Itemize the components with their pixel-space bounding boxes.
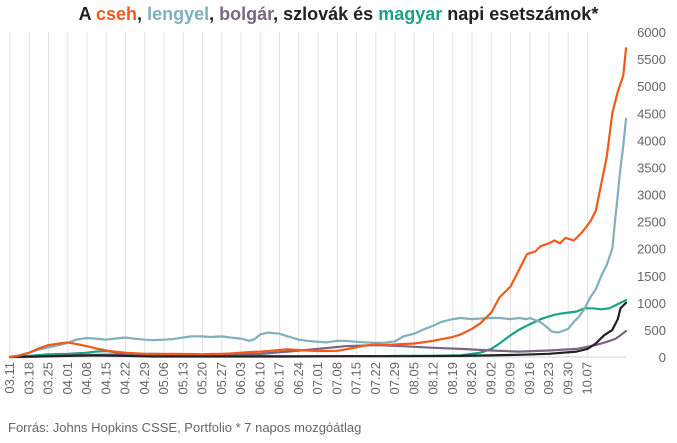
x-tick-label: 03.18 [21, 362, 36, 395]
x-tick-label: 06.03 [233, 362, 248, 395]
x-tick-label: 04.08 [79, 362, 94, 395]
x-tick-label: 07.22 [368, 362, 383, 395]
x-tick-label: 04.01 [60, 362, 75, 395]
x-tick-label: 05.13 [175, 362, 190, 395]
series-line-szlovák [8, 301, 628, 359]
title-part: , szlovák és [273, 4, 379, 24]
y-tick-label: 3500 [637, 160, 666, 175]
title-prefix: A [78, 4, 97, 24]
x-tick-label: 09.16 [522, 362, 537, 395]
y-tick-label: 4500 [637, 106, 666, 121]
x-tick-label: 09.09 [503, 362, 518, 395]
source-note: Forrás: Johns Hopkins CSSE, Portfolio * … [8, 420, 362, 435]
x-tick-label: 08.12 [426, 362, 441, 395]
series-lines [8, 47, 628, 359]
x-tick-label: 10.07 [580, 362, 595, 395]
y-tick-label: 1500 [637, 269, 666, 284]
x-tick-label: 04.15 [98, 362, 113, 395]
x-tick-label: 05.20 [195, 362, 210, 395]
y-axis-ticks: 0 500 1000 1500 2000 2500 3000 3500 4000 4500 5000… [637, 25, 666, 365]
y-tick-label: 2000 [637, 242, 666, 257]
title-part: , [137, 4, 148, 24]
x-tick-label: 05.06 [156, 362, 171, 395]
x-tick-label: 09.23 [541, 362, 556, 395]
y-tick-label: 0 [659, 350, 666, 365]
x-tick-label: 03.11 [2, 362, 17, 394]
title-part: lengyel [147, 4, 210, 24]
y-tick-label: 4000 [637, 133, 666, 148]
x-tick-label: 08.26 [464, 362, 479, 395]
x-tick-label: 08.05 [406, 362, 421, 395]
x-tick-label: 06.24 [291, 362, 306, 395]
y-tick-label: 5000 [637, 79, 666, 94]
title-part: cseh [96, 4, 138, 24]
series-line-lengyel [8, 117, 628, 359]
y-tick-label: 5500 [637, 52, 666, 67]
x-tick-label: 07.29 [387, 362, 402, 395]
y-tick-label: 3000 [637, 188, 666, 203]
chart-title: A cseh, lengyel, bolgár, szlovák és magy… [0, 4, 677, 25]
x-tick-label: 03.25 [41, 362, 56, 395]
x-tick-label: 09.02 [483, 362, 498, 395]
x-axis-ticks: 03.11 03.18 03.25 04.01 04.08 04.15 04.22 04.29… [2, 362, 595, 395]
y-tick-label: 6000 [637, 25, 666, 40]
x-tick-label: 09.30 [560, 362, 575, 395]
x-tick-label: 07.01 [310, 362, 325, 395]
x-tick-label: 07.08 [329, 362, 344, 395]
x-tick-label: 04.29 [137, 362, 152, 395]
x-tick-label: 06.17 [272, 362, 287, 395]
title-part: , [209, 4, 220, 24]
series-line-cseh [8, 47, 628, 359]
x-tick-label: 06.10 [252, 362, 267, 395]
y-tick-label: 2500 [637, 215, 666, 230]
y-tick-label: 500 [644, 323, 666, 338]
x-tick-label: 04.22 [118, 362, 133, 395]
title-part: bolgár [219, 4, 274, 24]
grid [9, 32, 626, 358]
y-tick-label: 1000 [637, 296, 666, 311]
title-part: napi esetszámok* [442, 4, 599, 24]
x-tick-label: 07.15 [349, 362, 364, 395]
x-tick-label: 08.19 [445, 362, 460, 395]
x-tick-label: 05.27 [214, 362, 229, 395]
title-part: magyar [378, 4, 443, 24]
